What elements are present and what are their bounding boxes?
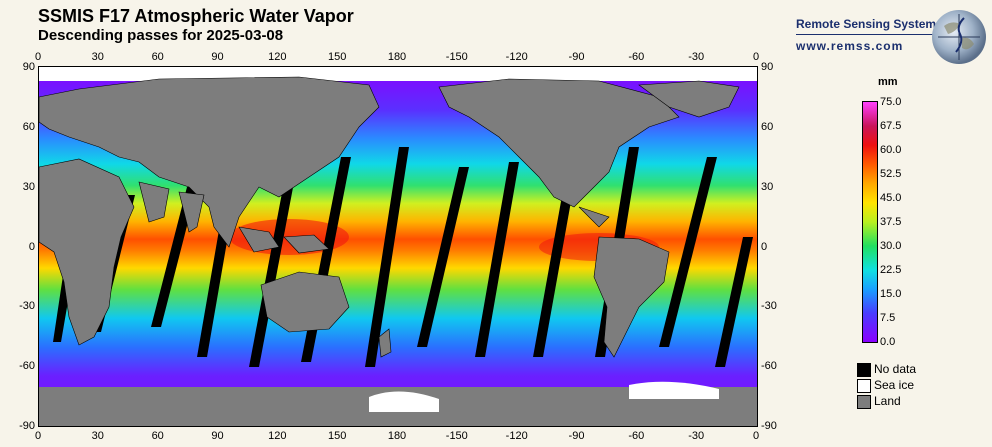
globe-icon — [932, 10, 986, 64]
lat-tick-right: 30 — [761, 180, 774, 193]
legend-swatch-land — [857, 395, 871, 409]
colorbar-label: 60.0 — [880, 144, 902, 156]
lon-tick-top: 0 — [34, 51, 42, 63]
colorbar-label: 0.0 — [880, 336, 896, 348]
lat-tick-right: 0 — [761, 240, 768, 253]
legend-label: Land — [874, 394, 901, 408]
lon-tick-top: -30 — [688, 51, 705, 63]
lon-tick-bottom: 0 — [752, 430, 760, 442]
lat-tick-right: -30 — [761, 300, 777, 313]
lon-tick-bottom: 150 — [328, 430, 347, 442]
lon-tick-bottom: 60 — [151, 430, 164, 442]
lon-tick-bottom: -120 — [505, 430, 528, 442]
map-subtitle: Descending passes for 2025-03-08 — [38, 27, 284, 44]
colorbar-unit: mm — [878, 76, 898, 88]
colorbar-label: 67.5 — [880, 120, 902, 132]
lon-tick-top: -90 — [568, 51, 585, 63]
lon-tick-top: -150 — [445, 51, 468, 63]
lat-tick-left: 90 — [22, 61, 35, 73]
lon-tick-top: 150 — [328, 51, 347, 63]
legend-swatch-sea-ice — [857, 379, 871, 393]
lon-tick-bottom: 30 — [91, 430, 104, 442]
lon-tick-bottom: 120 — [268, 430, 287, 442]
legend-label: Sea ice — [874, 378, 915, 392]
legend-swatch-no-data — [857, 363, 871, 377]
lat-tick-right: 90 — [761, 61, 774, 73]
colorbar-label: 7.5 — [880, 312, 896, 324]
lon-tick-top: 0 — [752, 51, 760, 63]
lat-tick-left: -90 — [19, 420, 35, 432]
lat-tick-left: -60 — [19, 360, 35, 373]
lat-tick-right: -90 — [761, 420, 777, 432]
colorbar-label: 75.0 — [880, 96, 902, 108]
brand-url: www.remss.com — [796, 39, 904, 53]
lat-tick-left: 30 — [22, 180, 35, 193]
colorbar-label: 30.0 — [880, 240, 902, 252]
lat-tick-left: 0 — [28, 240, 35, 253]
arctic-ice — [39, 67, 757, 81]
map-title: SSMIS F17 Atmospheric Water Vapor — [38, 6, 354, 26]
colorbar — [862, 101, 878, 343]
lon-tick-bottom: -30 — [688, 430, 705, 442]
lon-tick-top: 30 — [91, 51, 104, 63]
colorbar-label: 52.5 — [880, 168, 902, 180]
lon-tick-bottom: 180 — [387, 430, 407, 442]
colorbar-label: 37.5 — [880, 216, 902, 228]
water-vapor-map — [38, 66, 758, 427]
colorbar-label: 22.5 — [880, 264, 902, 276]
lat-tick-left: -30 — [19, 300, 35, 313]
colorbar-label: 45.0 — [880, 192, 902, 204]
lat-tick-right: -60 — [761, 360, 777, 373]
lon-tick-top: -60 — [628, 51, 645, 63]
lon-tick-bottom: -150 — [445, 430, 468, 442]
sea-ice-weddell — [629, 381, 719, 399]
brand-divider — [796, 34, 946, 35]
lon-tick-top: -120 — [505, 51, 528, 63]
legend-label: No data — [874, 362, 917, 376]
lat-tick-left: 60 — [22, 120, 35, 133]
sea-ice-ross — [369, 391, 439, 412]
lon-tick-top: 120 — [268, 51, 287, 63]
lon-tick-bottom: 0 — [34, 430, 42, 442]
lat-tick-right: 60 — [761, 120, 774, 133]
lon-tick-top: 60 — [151, 51, 164, 63]
lon-tick-top: 90 — [211, 51, 224, 63]
brand-name: Remote Sensing Systems — [796, 17, 943, 31]
lon-tick-bottom: 90 — [211, 430, 224, 442]
colorbar-label: 15.0 — [880, 288, 902, 300]
lon-tick-top: 180 — [387, 51, 407, 63]
land-masses — [39, 76, 740, 358]
lon-tick-bottom: -60 — [628, 430, 645, 442]
lon-tick-bottom: -90 — [568, 430, 585, 442]
